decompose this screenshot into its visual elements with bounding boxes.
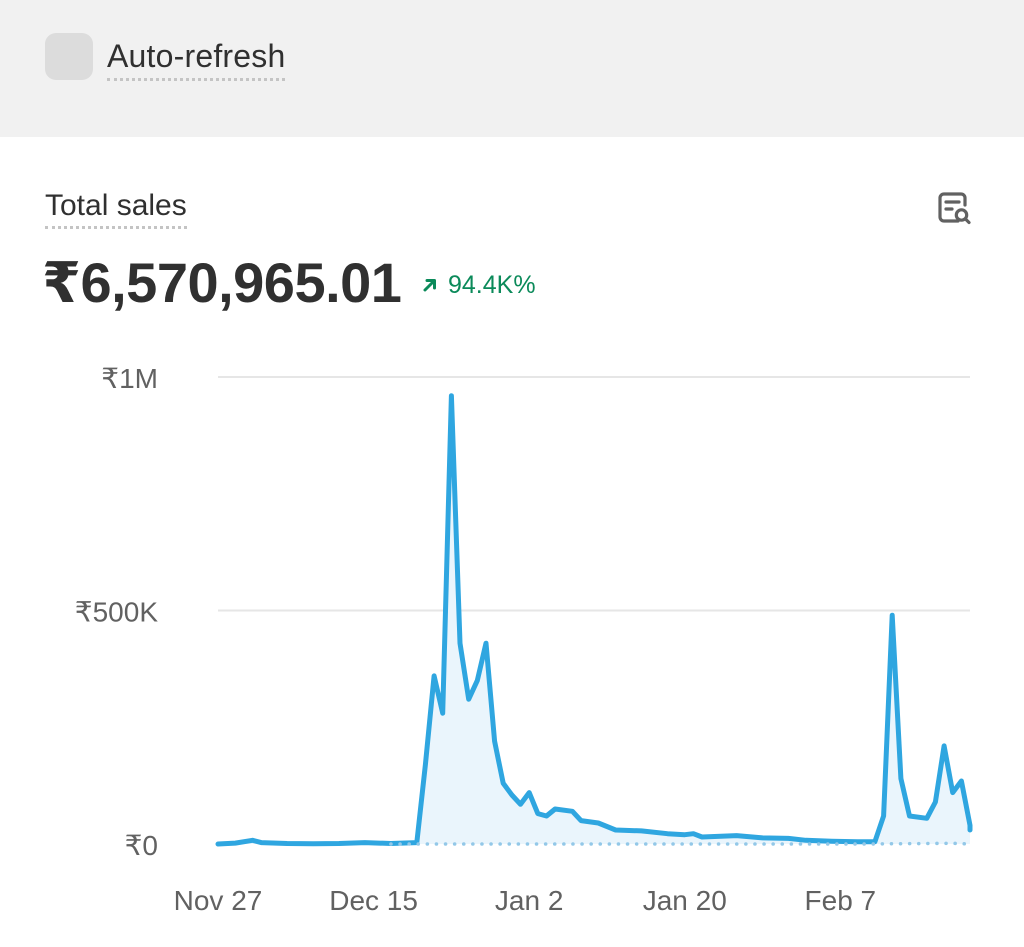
explore-button[interactable] <box>930 184 978 232</box>
series-area-fill <box>218 395 970 844</box>
x-tick-label: Nov 27 <box>174 885 263 916</box>
chart-gridlines <box>218 376 970 612</box>
y-tick-label: ₹1M <box>101 363 158 394</box>
total-sales-value: ₹6,570,965.01 <box>42 251 402 314</box>
sales-chart: ₹0 ₹500K ₹1M Nov 27 Dec 15 Jan 2 Jan 20 Feb 7 <box>75 363 973 916</box>
chart-series <box>215 393 973 847</box>
y-axis-labels: ₹0 ₹500K ₹1M <box>75 363 159 861</box>
change-percentage: 94.4K% <box>448 271 536 299</box>
x-tick-label: Feb 7 <box>805 885 877 916</box>
change-badge: 94.4K% <box>420 270 536 300</box>
auto-refresh-checkbox[interactable] <box>45 33 93 80</box>
y-tick-label: ₹500K <box>75 597 159 628</box>
arrow-up-right-icon <box>423 279 436 292</box>
series-line-comparison <box>389 841 972 846</box>
top-toolbar: Auto-refresh <box>0 0 1024 137</box>
chart-search-icon <box>938 192 971 225</box>
card-title[interactable]: Total sales <box>45 188 187 229</box>
x-tick-label: Jan 20 <box>643 885 727 916</box>
chart-area <box>218 395 970 844</box>
auto-refresh-label[interactable]: Auto-refresh <box>107 36 286 81</box>
x-axis-labels: Nov 27 Dec 15 Jan 2 Jan 20 Feb 7 <box>174 885 877 916</box>
y-tick-label: ₹0 <box>125 830 158 861</box>
series-line-current <box>215 393 973 847</box>
x-tick-label: Jan 2 <box>495 885 564 916</box>
x-tick-label: Dec 15 <box>329 885 418 916</box>
